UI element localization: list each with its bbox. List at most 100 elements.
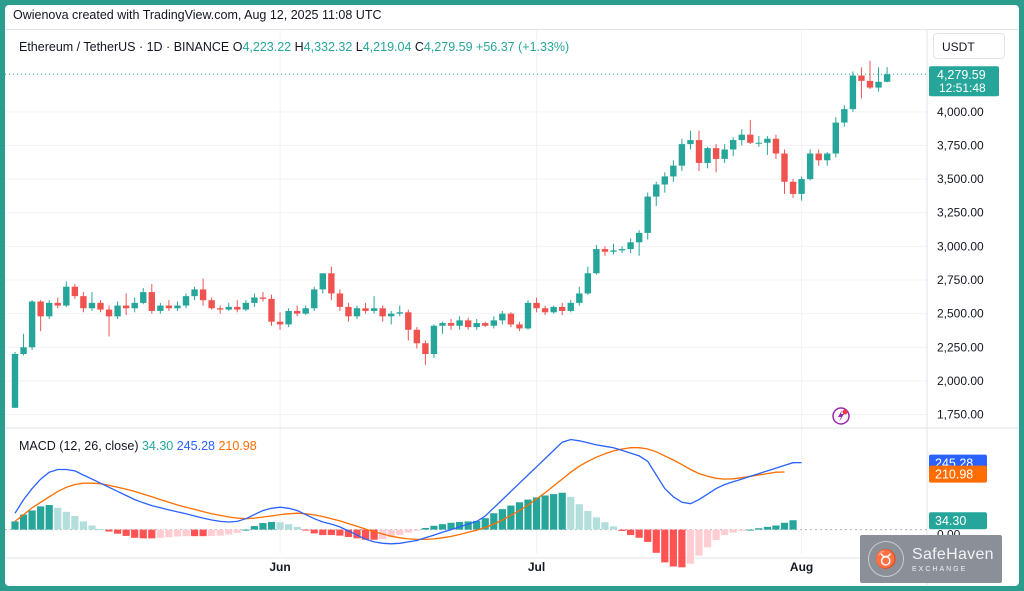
candle-body [593, 249, 600, 274]
candle-body [165, 305, 173, 309]
candle-body [268, 298, 275, 322]
candle-body [80, 296, 87, 309]
macd-histogram-bar [532, 497, 541, 530]
macd-histogram-bar [310, 529, 318, 534]
macd-histogram-bar [618, 529, 626, 531]
price-tick-label: 3,000.00 [937, 239, 984, 253]
candle-body [353, 308, 361, 317]
macd-histogram-bar [250, 526, 258, 530]
candle-body [114, 305, 121, 317]
price-axis[interactable]: 1,750.00 2,000.00 2,250.00 2,500.00 2,750.00… [937, 105, 984, 422]
candle-body [798, 179, 805, 194]
macd-histogram-bar [131, 529, 139, 538]
last-price-value: 4,279.59 [937, 68, 986, 82]
candle-body [849, 75, 857, 110]
price-tick-label: 4,000.00 [937, 105, 984, 119]
macd-histogram-bar [139, 529, 147, 539]
price-tick-label: 2,250.00 [937, 340, 984, 354]
candle-body [148, 292, 155, 311]
currency-selector[interactable]: USDT [933, 33, 1005, 59]
price-tick-label: 2,000.00 [937, 374, 984, 388]
candle-body [576, 293, 583, 303]
macd-histogram-bar [592, 517, 600, 530]
macd-histogram-bar [661, 529, 669, 563]
candle-body [11, 354, 19, 408]
time-tick-label: Aug [790, 560, 813, 574]
symbol-legend: Ethereum / TetherUS · 1D · BINANCE O4,22… [19, 40, 569, 54]
candle-body [174, 305, 181, 309]
macd-histogram-bar [114, 529, 122, 534]
candle-body [815, 153, 822, 161]
candle-body [199, 289, 207, 301]
candle-body [439, 323, 446, 326]
price-tick-label: 1,750.00 [937, 408, 984, 422]
candle-body [191, 289, 198, 297]
chart-area[interactable]: 1,750.00 2,000.00 2,250.00 2,500.00 2,750.00… [5, 29, 1019, 586]
candle-body [293, 310, 301, 314]
price-tick-label: 3,250.00 [937, 206, 984, 220]
macd-histogram-bar [729, 529, 737, 533]
bull-logo-icon: ♉ [868, 541, 904, 577]
candle-body [789, 181, 797, 194]
macd-histogram-bar [122, 529, 130, 536]
macd-histogram-bar [481, 518, 489, 530]
candle-body [345, 306, 352, 317]
macd-legend-macd: 245.28 [177, 439, 219, 453]
macd-histogram-bar [148, 529, 156, 539]
macd-legend: MACD (12, 26, close) 34.30 245.28 210.98 [19, 439, 257, 453]
candle-body [806, 153, 814, 180]
watermark-name: SafeHaven [912, 545, 994, 563]
candle-body [251, 297, 258, 303]
macd-histogram-bar [259, 523, 267, 530]
news-flash-dot-icon [842, 409, 848, 415]
macd-histogram-bar [678, 529, 686, 568]
macd-histogram-bar [88, 525, 96, 530]
signal-tag [929, 465, 987, 483]
macd-histogram-bar [190, 529, 199, 537]
candle-body [567, 302, 574, 311]
macd-histogram-bar [404, 529, 412, 533]
histogram-tag-value: 34.30 [935, 514, 966, 528]
time-tick-label: Jun [269, 560, 290, 574]
legend-symbol: Ethereum / TetherUS · 1D · BINANCE [19, 40, 233, 54]
legend-low-label: L [356, 40, 363, 54]
candle-body [208, 300, 215, 309]
macd-histogram-bar [755, 528, 763, 530]
candle-body [370, 308, 378, 311]
candle-body [875, 81, 882, 88]
candle-body [105, 309, 113, 317]
candlestick-series [11, 60, 891, 408]
macd-histogram-bar [62, 511, 70, 530]
candle-body [140, 292, 147, 303]
price-chart-svg[interactable]: 1,750.00 2,000.00 2,250.00 2,500.00 2,750.00… [5, 30, 1019, 586]
macd-histogram-bar [344, 529, 353, 537]
candle-body [824, 153, 831, 161]
time-axis[interactable]: Jun Jul Aug [269, 560, 813, 574]
candle-body [122, 305, 130, 309]
macd-histogram-bar [473, 520, 481, 530]
candle-body [678, 144, 686, 166]
macd-histogram-bar [173, 529, 182, 537]
macd-histogram-bar [601, 522, 609, 530]
candle-body [610, 250, 617, 252]
macd-histogram-bar [541, 495, 549, 530]
lightning-icon [838, 410, 844, 422]
macd-histogram-bar [695, 529, 703, 556]
macd-histogram-bar [550, 494, 558, 530]
histogram-tag [929, 512, 987, 530]
candle-body [473, 323, 480, 328]
macd-histogram-bar [644, 529, 652, 542]
macd-histogram-bar [208, 529, 216, 536]
candle-body [54, 302, 61, 306]
price-tick-label: 3,500.00 [937, 172, 984, 186]
candle-body [63, 286, 70, 306]
candle-body [259, 297, 267, 299]
macd-histogram-bar [609, 526, 618, 530]
candle-body [858, 75, 865, 81]
macd-histogram-bar [763, 526, 771, 530]
macd-histogram-bar [387, 529, 395, 538]
time-tick-label: Jul [528, 560, 545, 574]
price-tick-label: 2,500.00 [937, 307, 984, 321]
legend-low-value: 4,219.04 [363, 40, 415, 54]
candle-body [704, 148, 711, 163]
